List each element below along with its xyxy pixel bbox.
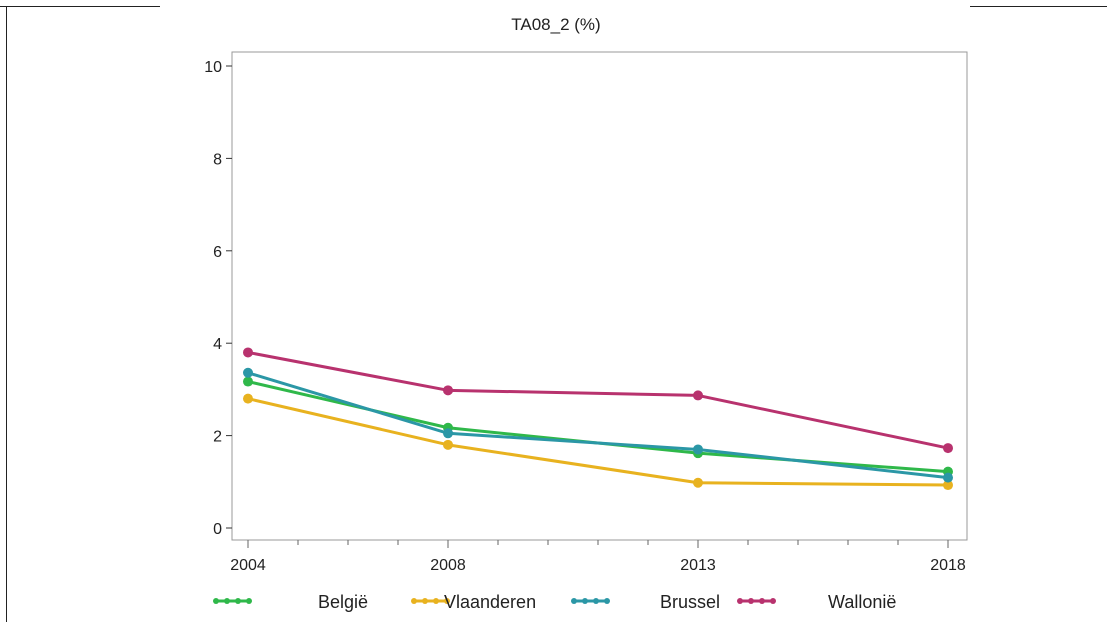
data-point [443, 428, 453, 439]
series-line [247, 350, 949, 450]
series-walloni [243, 347, 953, 454]
legend-label: Vlaanderen [444, 592, 536, 612]
legend: België Vlaanderen Brussel Wallonië [213, 592, 896, 612]
x-axis: 2004 2008 2013 2018 [230, 540, 966, 574]
legend-swatch-marker [604, 598, 610, 604]
data-point [693, 390, 703, 401]
y-tick-label: 0 [213, 521, 222, 538]
data-point [693, 477, 703, 488]
data-point [443, 385, 453, 396]
series-vlaanderen [243, 393, 953, 491]
legend-swatch-marker [748, 598, 754, 604]
legend-label: Brussel [660, 592, 720, 612]
legend-swatch-marker [235, 598, 241, 604]
legend-swatch-marker [770, 598, 776, 604]
legend-label: Wallonië [828, 592, 896, 612]
y-tick-label: 6 [213, 244, 222, 261]
left-border-line [6, 6, 7, 622]
data-point [943, 480, 953, 491]
top-border-line-right [970, 6, 1107, 7]
legend-label: België [318, 592, 368, 612]
plot-area [231, 51, 968, 541]
data-point [943, 472, 953, 483]
y-tick-label: 4 [213, 336, 222, 353]
legend-swatch-marker [737, 598, 743, 604]
data-point [943, 443, 953, 454]
data-point [243, 347, 253, 358]
x-tick-label: 2018 [930, 557, 966, 574]
series-line [247, 371, 949, 480]
x-tick-label: 2004 [230, 557, 266, 574]
series-line [247, 397, 949, 487]
data-point [693, 444, 703, 455]
y-tick-label: 10 [204, 59, 222, 76]
x-tick-label: 2013 [680, 557, 716, 574]
series-brussel [243, 367, 953, 483]
legend-swatch-marker [224, 598, 230, 604]
data-point [243, 393, 253, 404]
legend-swatch-marker [444, 598, 450, 604]
legend-item: Brussel [571, 592, 720, 612]
x-tick-label: 2008 [430, 557, 466, 574]
legend-swatch-marker [246, 598, 252, 604]
legend-swatch-marker [582, 598, 588, 604]
data-point [243, 367, 253, 378]
legend-swatch-marker [433, 598, 439, 604]
legend-swatch-marker [422, 598, 428, 604]
legend-item: Vlaanderen [411, 592, 536, 612]
chart-title: TA08_2 (%) [511, 15, 600, 34]
legend-swatch-marker [213, 598, 219, 604]
y-axis: 0 2 4 6 8 10 [204, 59, 232, 538]
legend-item: Wallonië [737, 592, 896, 612]
top-border-line-left [0, 6, 160, 7]
legend-swatch-marker [593, 598, 599, 604]
data-point [443, 439, 453, 450]
y-tick-label: 8 [213, 151, 222, 168]
data-point [243, 376, 253, 387]
y-tick-label: 2 [213, 429, 222, 446]
legend-swatch-marker [759, 598, 765, 604]
legend-item: België [213, 592, 368, 612]
legend-swatch-marker [571, 598, 577, 604]
series-layer [243, 347, 953, 491]
legend-swatch-marker [411, 598, 417, 604]
